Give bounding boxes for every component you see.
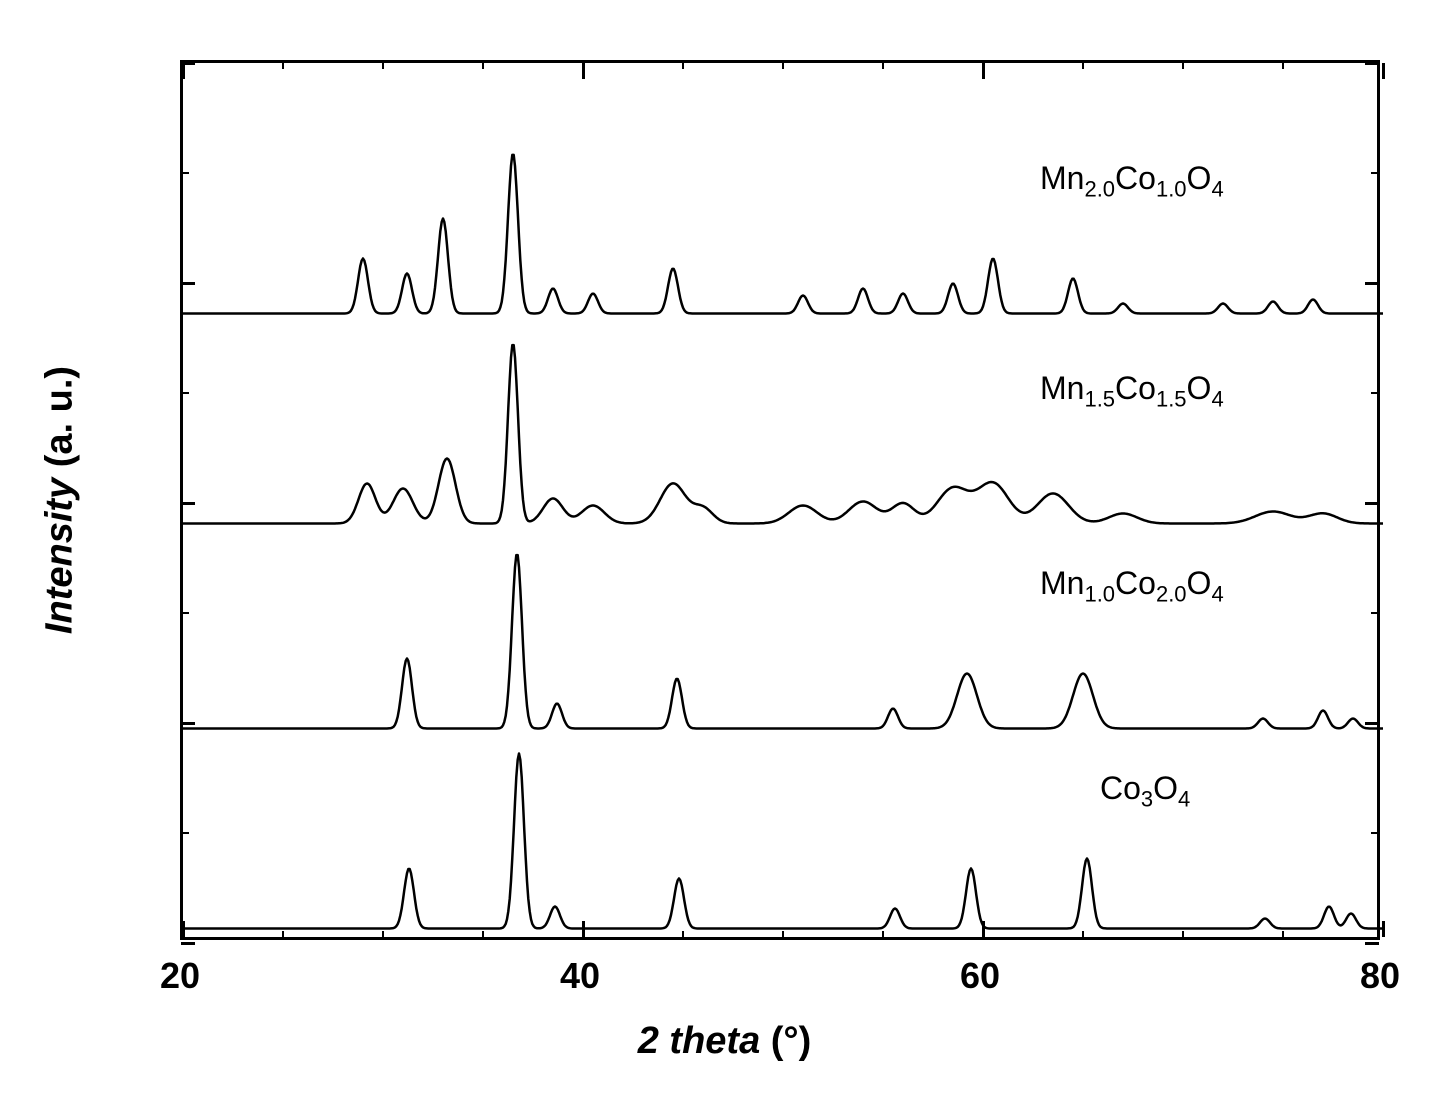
series-label-0: Mn2.0Co1.0O4 xyxy=(1040,160,1224,202)
xtick-40: 40 xyxy=(560,955,600,997)
series-label-3: Co3O4 xyxy=(1100,770,1190,812)
spectrum-Co3O4 xyxy=(183,753,1383,938)
xtick-20: 20 xyxy=(160,955,200,997)
x-axis-label: 2 theta (°) xyxy=(638,1020,812,1063)
y-axis-label: Intensity (a. u.) xyxy=(39,366,82,634)
xtick-80: 80 xyxy=(1360,955,1400,997)
series-label-1: Mn1.5Co1.5O4 xyxy=(1040,370,1224,412)
series-label-2: Mn1.0Co2.0O4 xyxy=(1040,565,1224,607)
xtick-60: 60 xyxy=(960,955,1000,997)
xrd-chart: 20 40 60 80 2 theta (°) Intensity (a. u.… xyxy=(0,0,1449,1105)
